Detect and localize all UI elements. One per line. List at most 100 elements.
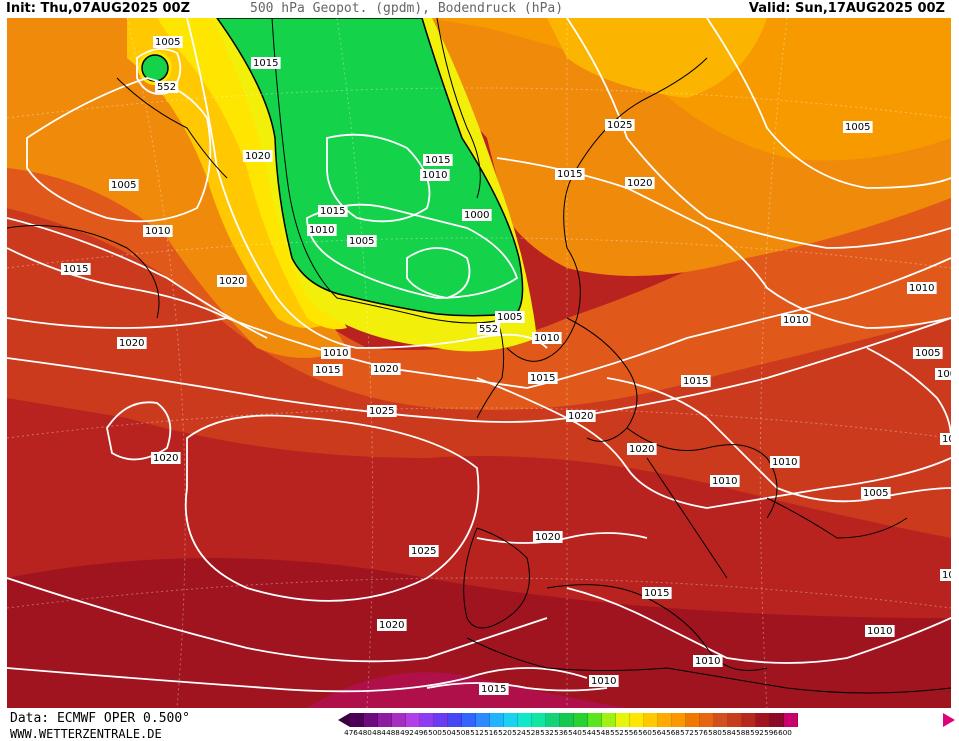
colorbar-swatch xyxy=(658,713,672,727)
isobar-label: 1015 xyxy=(683,376,708,387)
colorbar-swatch xyxy=(462,713,476,727)
colorbar-swatch xyxy=(546,713,560,727)
isobar-label: 1015 xyxy=(315,365,340,376)
colorbar-swatch xyxy=(364,713,378,727)
isobar-label-bg xyxy=(347,235,377,247)
colorbar-tick-label: 556 xyxy=(624,728,638,737)
colorbar-swatch xyxy=(756,713,770,727)
isobar-label-bg xyxy=(770,456,800,468)
map-title: 500 hPa Geopot. (gpdm), Bodendruck (hPa) xyxy=(250,1,564,16)
isobar-label-bg xyxy=(907,282,937,294)
isobar-label: 1015 xyxy=(530,373,555,384)
colorbar-swatch xyxy=(602,713,616,727)
init-time: Init: Thu,07AUG2025 00Z xyxy=(6,1,191,16)
isobar-label-bg xyxy=(251,57,281,69)
isobar-label-bg xyxy=(313,364,343,376)
colorbar-max-arrow-icon xyxy=(943,713,955,727)
isobar-label-bg xyxy=(566,410,596,422)
isobar-label-bg xyxy=(589,675,619,687)
isobar-label: 1005 xyxy=(111,180,136,191)
colorbar-swatch xyxy=(420,713,434,727)
colorbar-swatch xyxy=(728,713,742,727)
isobar-label: 1020 xyxy=(568,411,593,422)
colorbar-swatch xyxy=(350,713,364,727)
isobar-labels: 1005 552 1015 1020 1005 1010 1015 1020 1020 1015 1… xyxy=(61,36,951,695)
isobar-label-bg xyxy=(681,375,711,387)
isobar-label: 1005 xyxy=(155,37,180,48)
coastlines xyxy=(7,18,951,694)
site-url: WWW.WETTERZENTRALE.DE xyxy=(10,727,162,741)
isobar-label: 1015 xyxy=(481,684,506,695)
isobar-label: 1000 xyxy=(937,369,951,380)
isobar-label: 1010 xyxy=(591,676,616,687)
isobar-label-bg xyxy=(243,150,273,162)
isobar-label: 1020 xyxy=(629,444,654,455)
isobar-label: 1010 xyxy=(323,348,348,359)
colorbar-swatch xyxy=(714,713,728,727)
valid-time: Valid: Sun,17AUG2025 00Z xyxy=(748,1,945,16)
colorbar-swatch xyxy=(644,713,658,727)
colorbar-swatch xyxy=(406,713,420,727)
isobar-label-bg xyxy=(321,347,351,359)
colorbar-tick-label: 484 xyxy=(372,728,386,737)
isobar-label-bg xyxy=(940,569,951,581)
isobar-label-bg xyxy=(155,81,179,93)
isobar-label-bg xyxy=(479,683,509,695)
isobar-label: 1010 xyxy=(772,457,797,468)
isobar-label-bg xyxy=(423,154,453,166)
colorbar-swatch xyxy=(742,713,756,727)
isobar-label-bg xyxy=(420,169,450,181)
isobar-label-bg xyxy=(913,347,943,359)
colorbar-ticks: 476 480 484 488 492 496 500 504 508 512 516 520 524 5… xyxy=(344,728,792,738)
isobar-label: 1010 xyxy=(534,333,559,344)
isobar-label: 1025 xyxy=(411,546,436,557)
geopotential-band-592 xyxy=(307,672,627,708)
data-source: Data: ECMWF OPER 0.500° xyxy=(10,711,191,726)
nw-low-core xyxy=(141,54,169,82)
colorbar-tick-label: 500 xyxy=(428,728,442,737)
isobar-label-bg xyxy=(781,314,811,326)
isobar-label: 1020 xyxy=(153,453,178,464)
colorbar-swatch xyxy=(588,713,602,727)
colorbar-tick-label: 548 xyxy=(596,728,610,737)
colorbar-tick-label: 588 xyxy=(736,728,750,737)
colorbar-tick-label: 552 xyxy=(610,728,624,737)
geopotential-band-552-trough xyxy=(216,18,524,317)
colorbar-tick-label: 492 xyxy=(400,728,414,737)
isobar-label: 1020 xyxy=(627,178,652,189)
colorbar-tick-label: 508 xyxy=(456,728,470,737)
colorbar-tick-label: 488 xyxy=(386,728,400,737)
colorbar: 476 480 484 488 492 496 500 504 508 512 516 520 524 5… xyxy=(338,713,955,739)
isobar-label-bg xyxy=(217,275,247,287)
isobar-label-bg xyxy=(367,405,397,417)
isobar-label: 1005 xyxy=(915,348,940,359)
colorbar-tick-label: 524 xyxy=(512,728,526,737)
isobar-label: 1020 xyxy=(535,532,560,543)
isobar-label: 552 xyxy=(157,82,176,93)
isobar-label-bg xyxy=(605,119,635,131)
isobar-label: 1020 xyxy=(219,276,244,287)
isobar-label: 1025 xyxy=(607,120,632,131)
isobar-label: 552 xyxy=(479,324,498,335)
isobar-label: 1010 xyxy=(145,226,170,237)
isobars xyxy=(7,18,951,693)
isobar-label-bg xyxy=(627,443,657,455)
colorbar-swatch xyxy=(378,713,392,727)
colorbar-tick-label: 592 xyxy=(750,728,764,737)
isobar-label: 1010 xyxy=(867,626,892,637)
isobar-label-bg xyxy=(865,625,895,637)
footer: Data: ECMWF OPER 0.500° WWW.WETTERZENTRA… xyxy=(0,709,959,741)
isobar-label-bg xyxy=(371,363,401,375)
colorbar-swatch xyxy=(532,713,546,727)
colorbar-swatch xyxy=(672,713,686,727)
colorbar-tick-label: 504 xyxy=(442,728,456,737)
isobar-label: 1015 xyxy=(63,264,88,275)
isobar-label-bg xyxy=(377,619,407,631)
isobar-label: 1010 xyxy=(695,656,720,667)
colorbar-swatch xyxy=(434,713,448,727)
colorbar-swatch xyxy=(700,713,714,727)
isobar-label-bg xyxy=(109,179,139,191)
geopotential-band-584 xyxy=(7,168,951,538)
colorbar-swatch xyxy=(616,713,630,727)
colorbar-swatch xyxy=(490,713,504,727)
